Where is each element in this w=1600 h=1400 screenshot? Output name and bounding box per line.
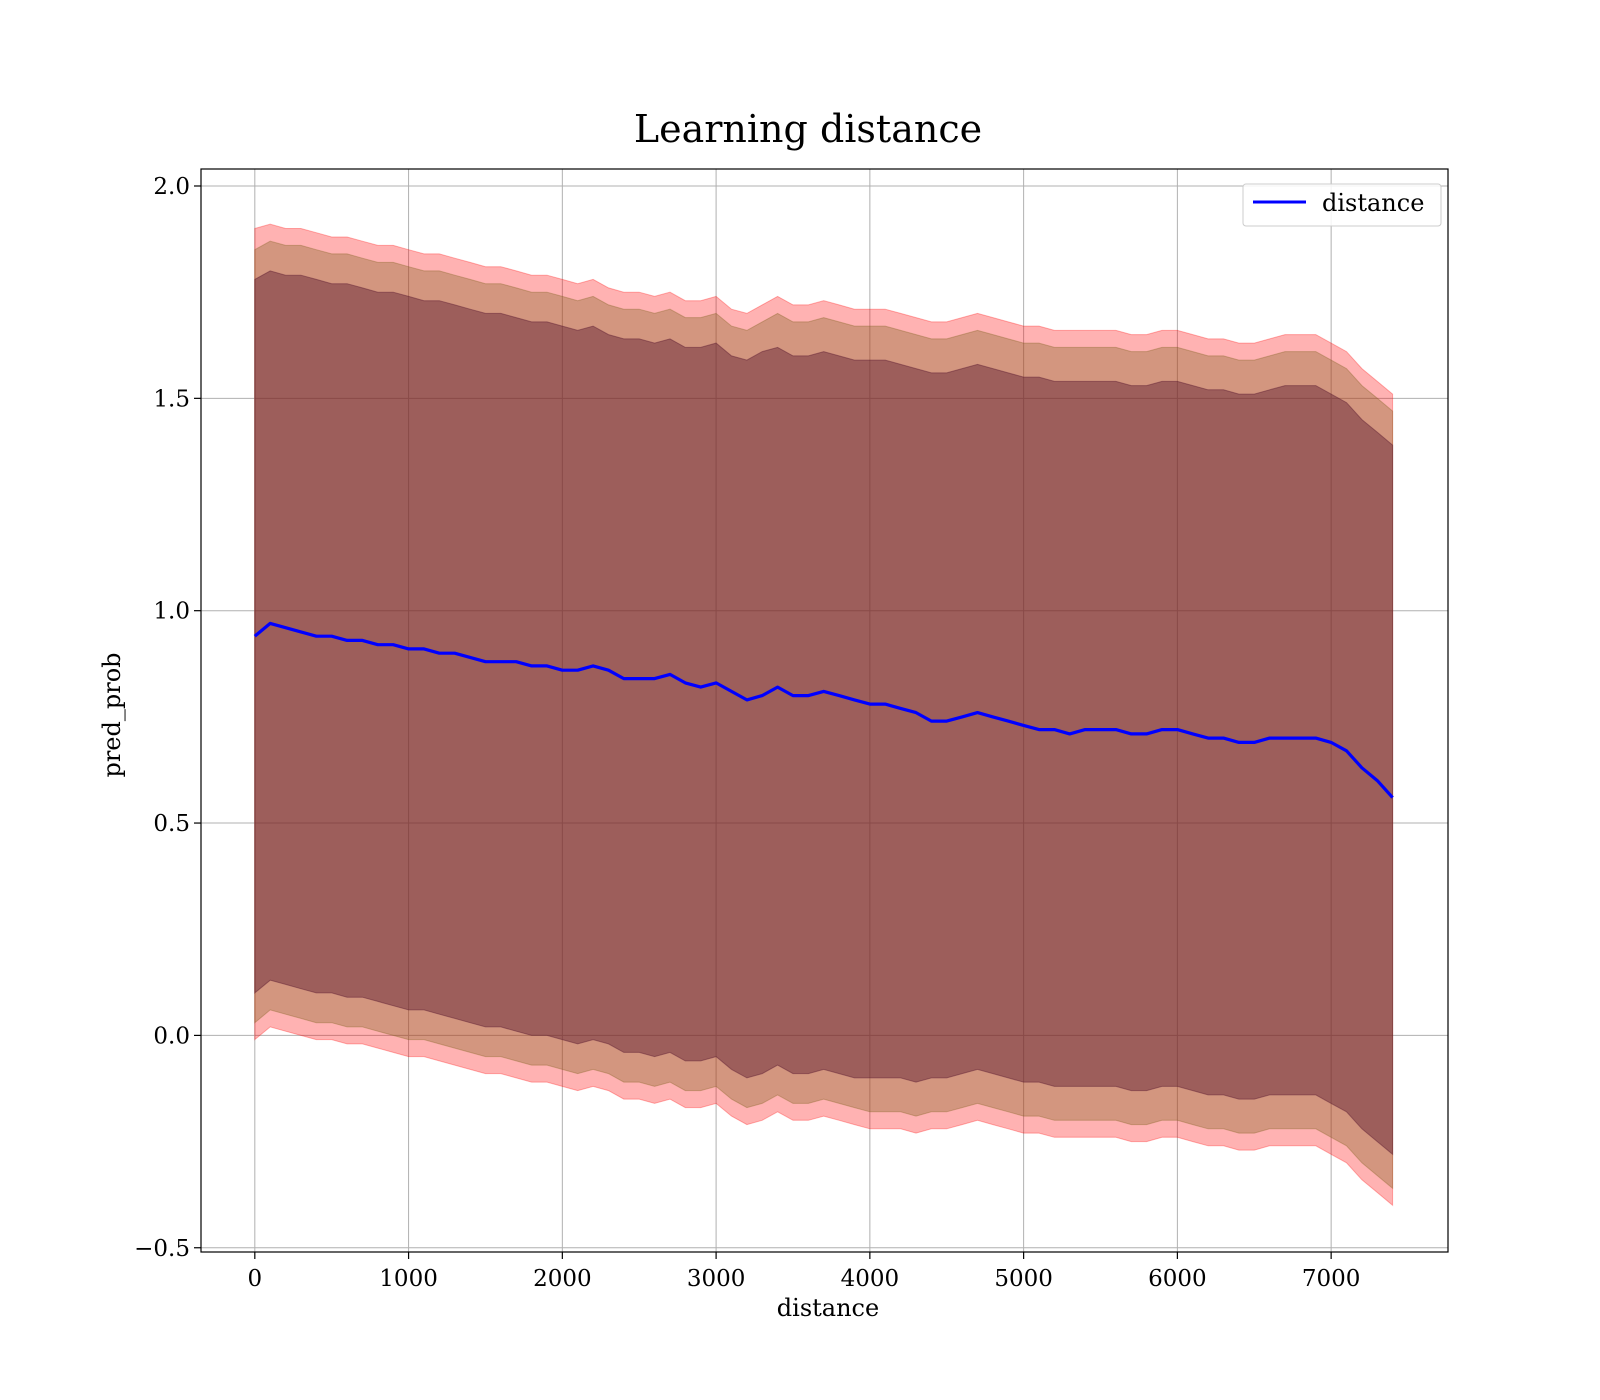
x-tick-label: 0 xyxy=(247,1266,262,1292)
confidence-band xyxy=(254,270,1394,1156)
confidence-band xyxy=(254,223,1394,1207)
confidence-bands xyxy=(254,223,1394,1207)
confidence-band xyxy=(254,240,1394,1190)
legend-label: distance xyxy=(1322,189,1424,217)
plot-frame xyxy=(200,168,1449,1253)
y-tick-label: 0.5 xyxy=(153,811,190,837)
y-tick-label: 1.0 xyxy=(153,599,190,625)
y-axis-label: pred_prob xyxy=(98,652,126,777)
x-tick-label: 5000 xyxy=(994,1266,1053,1292)
x-tick-label: 2000 xyxy=(533,1266,592,1292)
x-axis-label: distance xyxy=(777,1294,879,1322)
chart-title: Learning distance xyxy=(634,107,982,151)
y-tick-label: −0.5 xyxy=(134,1236,190,1262)
series-lines xyxy=(253,621,1394,799)
legend-box xyxy=(1242,183,1442,227)
series-line-distance xyxy=(253,621,1394,799)
grid-lines xyxy=(201,169,1448,1252)
x-axis-ticks: 0 1000 2000 3000 4000 5000 6000 7000 xyxy=(247,1252,1360,1292)
x-tick-label: 1000 xyxy=(379,1266,438,1292)
legend: distance xyxy=(1242,183,1442,227)
x-tick-label: 4000 xyxy=(841,1266,900,1292)
y-tick-label: 0.0 xyxy=(153,1023,190,1049)
x-tick-label: 3000 xyxy=(687,1266,746,1292)
y-axis-ticks: −0.5 0.0 0.5 1.0 1.5 2.0 xyxy=(134,174,201,1262)
y-tick-label: 1.5 xyxy=(153,386,190,412)
x-tick-label: 7000 xyxy=(1302,1266,1361,1292)
y-tick-label: 2.0 xyxy=(153,174,190,200)
x-tick-label: 6000 xyxy=(1148,1266,1207,1292)
